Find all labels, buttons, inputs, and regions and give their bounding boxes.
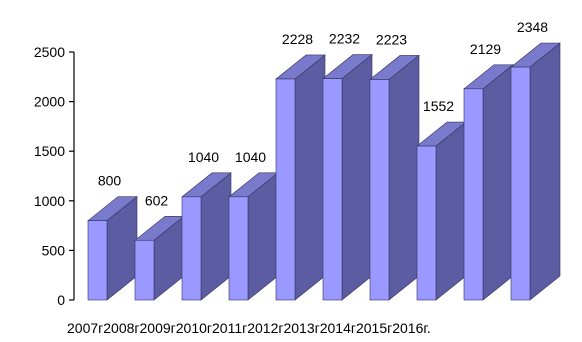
- bar: [181, 172, 232, 301]
- data-label: 2223: [376, 31, 407, 47]
- bar: [228, 172, 279, 301]
- bar-front: [228, 196, 249, 301]
- y-tick-label: 1500: [34, 143, 65, 159]
- bar: [275, 54, 326, 301]
- bar-side: [388, 54, 420, 301]
- bar-side: [435, 121, 467, 301]
- bar-side: [482, 64, 514, 301]
- bar: [369, 54, 420, 301]
- bar-side: [294, 54, 326, 301]
- bar-front: [510, 66, 531, 301]
- data-label: 1552: [423, 98, 454, 114]
- bar-front: [181, 196, 202, 301]
- bar-front: [134, 239, 155, 301]
- bar-front: [275, 78, 296, 301]
- bar-front: [463, 88, 484, 301]
- category-axis-labels: 2007г2008г2009г2010г2011г2012г2013г2014г…: [67, 320, 431, 336]
- data-label: 1040: [235, 149, 266, 165]
- bar-front: [322, 78, 343, 301]
- bar: [134, 215, 185, 301]
- y-tick-label: 1000: [34, 193, 65, 209]
- data-label: 602: [145, 192, 169, 208]
- data-label: 2129: [470, 41, 501, 57]
- y-tick-label: 0: [57, 292, 65, 308]
- bar-side: [529, 42, 561, 301]
- bar-front: [416, 145, 437, 301]
- y-axis: 0 500 1000 1500 2000 2500: [34, 44, 75, 308]
- bar: [87, 196, 138, 301]
- data-label: 1040: [188, 149, 219, 165]
- y-tick-label: 2000: [34, 94, 65, 110]
- y-tick-label: 500: [42, 242, 66, 258]
- data-label: 2348: [517, 19, 548, 35]
- bars: [87, 42, 561, 301]
- data-label: 2228: [282, 31, 313, 47]
- data-label: 800: [98, 173, 122, 189]
- bar-front: [87, 220, 108, 301]
- bar-side: [341, 53, 373, 301]
- y-tick-label: 2500: [34, 44, 65, 60]
- bar: [463, 64, 514, 301]
- bar: [322, 53, 373, 301]
- data-labels: 800 602 1040 1040 2228 2232 2223 1552 2129 2348: [98, 19, 548, 208]
- bar: [416, 121, 467, 301]
- data-label: 2232: [329, 31, 360, 47]
- bar: [510, 42, 561, 301]
- bar-front: [369, 79, 390, 301]
